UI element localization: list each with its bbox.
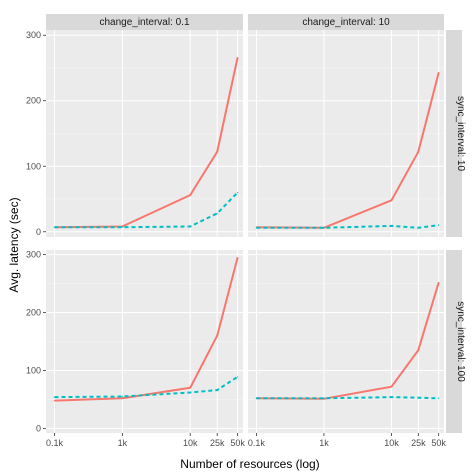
- data-point: [255, 227, 258, 229]
- y-tick-label: 0: [36, 423, 41, 433]
- data-point: [417, 397, 419, 399]
- data-point: [121, 397, 123, 399]
- data-point: [417, 151, 419, 153]
- row-strip-label: sync_interval: 100: [455, 301, 466, 382]
- y-tick-label: 0: [36, 227, 41, 237]
- data-point: [438, 71, 440, 74]
- data-point: [189, 391, 191, 394]
- facet-panel: 0.1k 1k 10k 25k 50k: [248, 250, 446, 448]
- data-point: [390, 386, 393, 388]
- data-point: [216, 389, 218, 391]
- data-point: [390, 199, 393, 201]
- y-tick-label: 200: [26, 308, 41, 318]
- row-strip: sync_interval: 100: [446, 250, 466, 433]
- facet-panel: [248, 30, 444, 237]
- data-point: [121, 395, 123, 398]
- x-tick-label: 10k: [183, 438, 198, 448]
- data-point: [438, 224, 440, 226]
- data-point: [53, 399, 56, 402]
- y-tick-label: 300: [26, 250, 41, 260]
- data-point: [189, 194, 191, 196]
- data-point: [237, 256, 239, 259]
- x-tick-label: 0.1k: [248, 438, 266, 448]
- data-point: [237, 56, 239, 59]
- y-tick-label: 300: [26, 30, 41, 40]
- column-strip-label: change_interval: 0.1: [99, 17, 190, 28]
- data-point: [216, 151, 218, 153]
- data-point: [189, 387, 191, 389]
- data-point: [216, 335, 218, 337]
- data-point: [189, 225, 191, 228]
- data-point: [390, 396, 393, 398]
- facet-panel: 0 100 200 300: [26, 30, 243, 237]
- row-strip: sync_interval: 10: [446, 30, 466, 237]
- y-tick-label: 200: [26, 96, 41, 106]
- x-tick-label: 10k: [384, 438, 399, 448]
- y-axis-title: Avg. latency (sec): [7, 197, 21, 292]
- x-tick-label: 1k: [118, 438, 128, 448]
- data-point: [53, 226, 56, 228]
- column-strip-label: change_interval: 10: [302, 17, 390, 28]
- x-tick-label: 0.1k: [46, 438, 64, 448]
- column-strip: change_interval: 0.1: [46, 14, 243, 30]
- x-axis-title: Number of resources (log): [180, 457, 319, 471]
- x-tick-label: 50k: [431, 438, 446, 448]
- x-tick-label: 25k: [210, 438, 225, 448]
- data-point: [53, 396, 56, 398]
- x-tick-label: 25k: [411, 438, 426, 448]
- data-point: [417, 227, 419, 229]
- data-point: [121, 226, 123, 228]
- data-point: [438, 397, 440, 399]
- data-point: [255, 397, 258, 399]
- x-tick-label: 1k: [319, 438, 329, 448]
- data-point: [237, 191, 239, 194]
- facet-panel: 0 100 200 300 0.1k 1k 10k 25k 50k: [26, 250, 245, 448]
- data-point: [216, 212, 218, 215]
- data-point: [323, 227, 325, 229]
- data-point: [323, 397, 325, 399]
- column-strip: change_interval: 10: [248, 14, 444, 30]
- data-point: [237, 376, 239, 378]
- y-tick-label: 100: [26, 365, 41, 375]
- data-point: [390, 225, 393, 227]
- x-tick-label: 50k: [230, 438, 245, 448]
- y-tick-label: 100: [26, 161, 41, 171]
- data-point: [417, 349, 419, 351]
- data-point: [438, 281, 440, 284]
- row-strip-label: sync_interval: 10: [455, 96, 466, 171]
